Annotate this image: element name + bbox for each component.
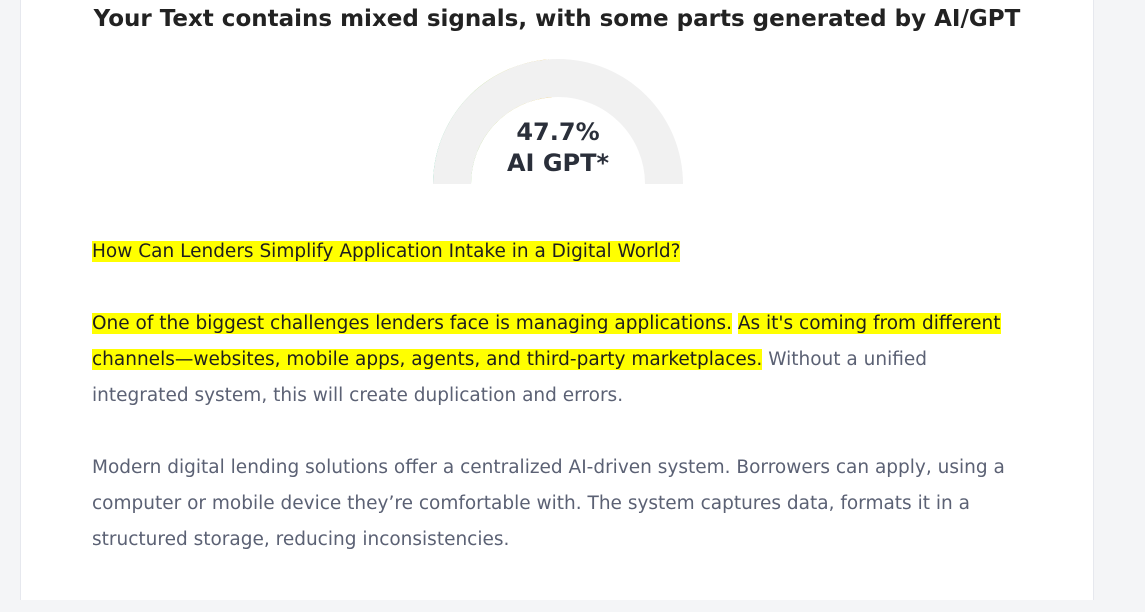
gauge-value-label: 47.7% [516, 118, 599, 146]
gauge-track [433, 58, 683, 184]
gauge-caption: AI GPT* [507, 149, 610, 177]
paragraph: How Can Lenders Simplify Application Int… [92, 234, 1027, 270]
paragraph: One of the biggest challenges lenders fa… [92, 306, 1027, 414]
text-segment: Modern digital lending solutions offer a… [92, 457, 1005, 550]
result-title: Your Text contains mixed signals, with s… [93, 6, 1021, 32]
analyzed-text: How Can Lenders Simplify Application Int… [92, 234, 1027, 594]
result-card: Your Text contains mixed signals, with s… [20, 0, 1094, 600]
highlighted-text: One of the biggest challenges lenders fa… [92, 313, 732, 334]
gauge: 47.7% AI GPT* [433, 58, 683, 184]
paragraph: Modern digital lending solutions offer a… [92, 450, 1027, 558]
text-segment: Without a unified integrated system, thi… [92, 349, 927, 406]
highlighted-text: How Can Lenders Simplify Application Int… [92, 241, 681, 262]
